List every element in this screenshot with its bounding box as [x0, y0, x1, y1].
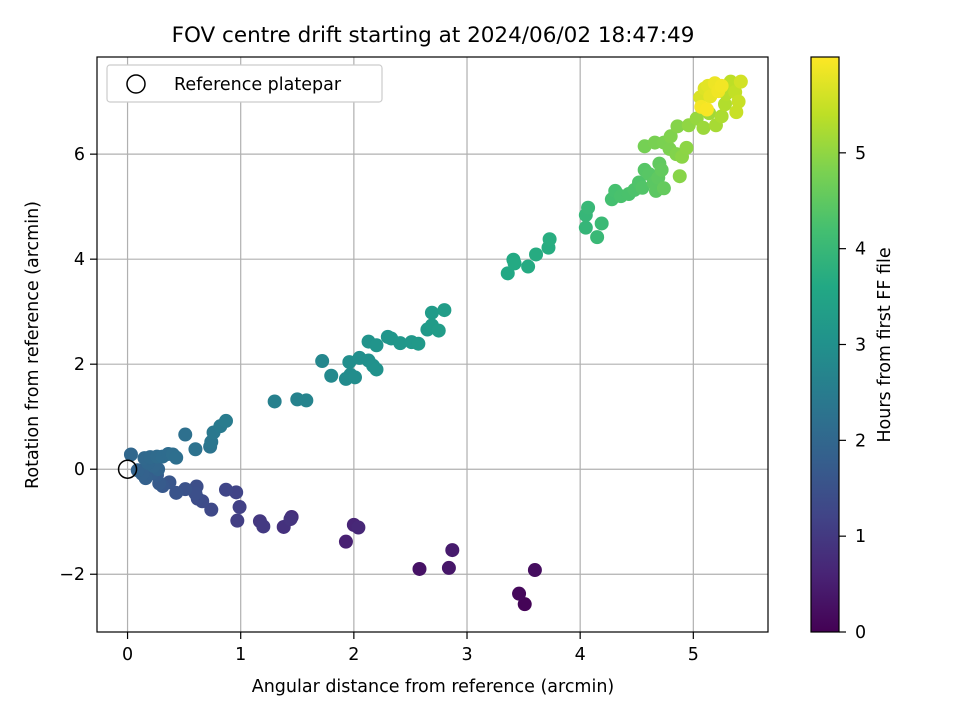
legend-marker: [126, 74, 146, 94]
data-point: [411, 336, 426, 351]
data-point: [230, 513, 245, 528]
data-point: [123, 447, 138, 462]
data-point: [431, 323, 446, 338]
y-tick-label: 4: [74, 250, 85, 270]
colorbar-gradient: [811, 57, 839, 632]
data-point: [204, 502, 219, 517]
data-point: [670, 119, 685, 134]
x-tick-label: 1: [235, 645, 246, 665]
colorbar-label: Hours from first FF file: [875, 247, 895, 442]
data-point: [590, 230, 605, 245]
colorbar-tick-label: 4: [855, 240, 866, 260]
data-point: [338, 534, 353, 549]
x-tick-label: 4: [575, 645, 586, 665]
data-point: [369, 362, 384, 377]
data-point: [529, 247, 544, 262]
data-point: [169, 450, 184, 465]
x-tick-label: 3: [461, 645, 472, 665]
data-point: [718, 97, 733, 112]
data-point: [679, 140, 694, 155]
data-point: [729, 105, 744, 120]
data-point: [500, 266, 515, 281]
data-point: [437, 303, 452, 318]
y-tick-label: 6: [74, 145, 85, 165]
colorbar-tick-label: 0: [855, 623, 866, 643]
grid: [97, 57, 768, 632]
data-point: [441, 560, 456, 575]
data-point: [256, 519, 271, 534]
data-point: [517, 597, 532, 612]
data-point: [663, 129, 678, 144]
y-tick-label: −2: [59, 565, 85, 585]
data-point: [445, 543, 460, 558]
data-point: [656, 181, 671, 196]
data-point: [527, 563, 542, 578]
data-point: [315, 354, 330, 369]
data-point: [733, 74, 748, 89]
data-point: [267, 394, 282, 409]
data-point: [188, 442, 203, 457]
data-point: [714, 109, 729, 124]
data-point: [542, 232, 557, 247]
x-tick-label: 2: [348, 645, 359, 665]
x-tick-label: 5: [688, 645, 699, 665]
legend-label: Reference platepar: [174, 75, 342, 95]
colorbar-ticks: 0 1 2 3 4 5: [839, 144, 866, 643]
data-point: [731, 94, 746, 109]
colorbar: 0 1 2 3 4 5 Hours from first FF file: [810, 56, 895, 643]
data-point: [232, 500, 247, 515]
reference-platepar-marker: [117, 459, 138, 479]
data-point: [218, 482, 233, 497]
x-axis-ticks: 0 1 2 3 4 5: [122, 632, 699, 665]
legend-box: [106, 64, 383, 103]
data-point: [696, 120, 711, 135]
chart-title: FOV centre drift starting at 2024/06/02 …: [172, 23, 695, 48]
data-point: [218, 413, 233, 428]
y-axis-label: Rotation from reference (arcmin): [23, 201, 43, 489]
colorbar-tick-label: 3: [855, 336, 866, 356]
data-point: [654, 162, 669, 177]
data-point: [299, 393, 314, 408]
plot-frame: [96, 56, 769, 633]
data-point: [512, 586, 527, 601]
data-point: [412, 561, 427, 576]
x-axis-label: Angular distance from reference (arcmin): [252, 677, 615, 697]
data-point: [699, 102, 714, 117]
colorbar-tick-label: 1: [855, 527, 866, 547]
data-point: [169, 485, 184, 500]
data-point: [393, 336, 408, 351]
data-point: [578, 220, 593, 235]
data-point: [424, 305, 439, 320]
y-tick-label: 0: [74, 460, 85, 480]
data-point: [714, 78, 729, 93]
colorbar-tick-label: 2: [855, 431, 866, 451]
data-point: [283, 512, 298, 527]
y-axis-ticks: −2 0 2 4 6: [59, 145, 97, 585]
data-point: [347, 370, 362, 385]
data-point: [178, 427, 193, 442]
data-point: [130, 463, 145, 478]
data-point: [581, 200, 596, 215]
data-point: [672, 169, 687, 184]
data-points: [123, 74, 748, 612]
data-point: [521, 259, 536, 274]
legend: Reference platepar: [106, 64, 383, 103]
x-tick-label: 0: [122, 645, 133, 665]
colorbar-tick-label: 5: [855, 144, 866, 164]
data-point: [369, 338, 384, 353]
data-point: [324, 368, 339, 383]
data-point: [351, 520, 366, 535]
y-tick-label: 2: [74, 355, 85, 375]
data-point: [594, 216, 609, 231]
data-point: [635, 180, 650, 195]
data-point: [507, 256, 522, 271]
